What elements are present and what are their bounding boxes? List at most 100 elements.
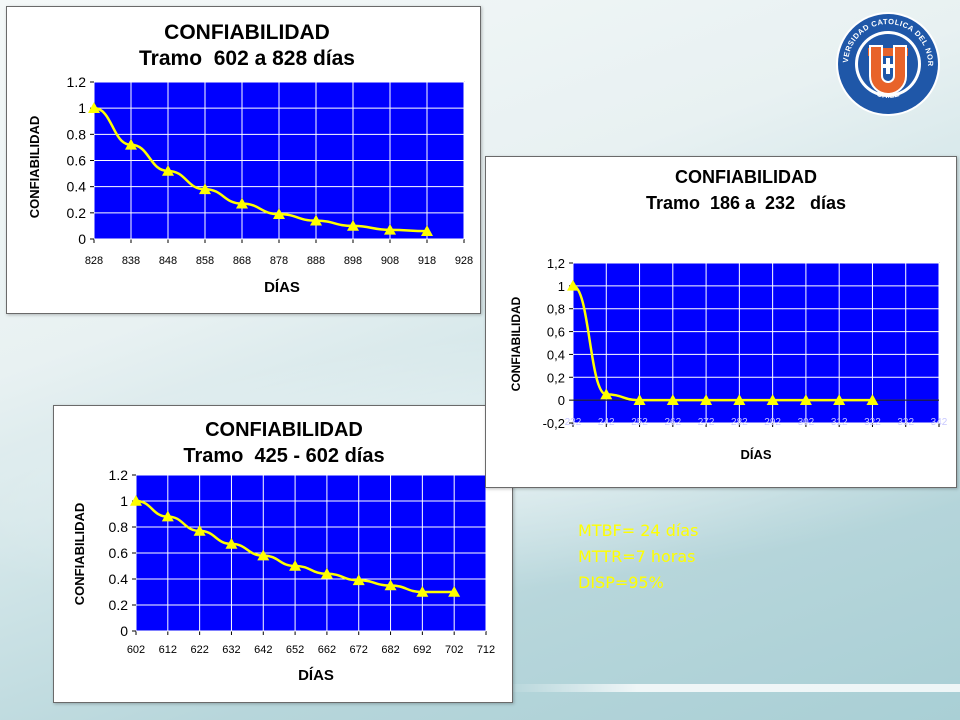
data-point [866,394,879,405]
mttr-text: MTTR=7 horas [578,547,696,566]
y-axis-label: CONFIABILIDAD [72,503,87,606]
y-tick-label: 0.4 [67,179,87,195]
chart-3: CONFIABILIDAD Tramo 425 - 602 días 602 612 6… [72,419,495,684]
data-point [162,164,174,176]
chart-panel-1: CONFIABILIDAD Tramo 602 a 828 días 828 838 8… [6,6,481,314]
chart-1: CONFIABILIDAD Tramo 602 a 828 días 828 838 8… [27,21,473,296]
x-tick-label: 702 [445,644,463,656]
x-tick-label: 918 [418,255,436,267]
data-point [384,579,397,591]
chart-subtitle: Tramo 425 - 602 días [183,445,384,467]
data-point [733,394,746,405]
x-tick-label: 682 [381,644,399,656]
availability-text: DISP=95% [578,573,664,592]
data-point [257,549,270,561]
chart-title: CONFIABILIDAD [205,419,363,441]
chart-panel-2: CONFIABILIDAD Tramo 186 a 232 días 232 242 2… [485,156,957,488]
chart-title: CONFIABILIDAD [164,21,330,44]
chart-subtitle: Tramo 602 a 828 días [139,47,355,70]
data-point [236,197,248,209]
data-point [666,394,679,405]
mtbf-text: MTBF= 24 días [578,521,699,540]
y-tick-label: 1 [120,493,128,509]
series-line [572,284,873,402]
data-point [416,586,429,597]
y-tick-label: 0.6 [67,153,87,169]
y-tick-label: 0,4 [547,347,565,362]
data-point [766,394,779,405]
x-tick-label: 342 [931,417,948,428]
x-tick-label: 692 [413,644,431,656]
x-tick-label: 858 [196,255,214,267]
x-axis-label: DÍAS [740,447,771,462]
data-point [193,524,206,536]
y-tick-label: 0.8 [109,519,129,535]
x-tick-label: 602 [127,644,145,656]
data-point [88,102,100,113]
x-tick-label: 828 [85,255,103,267]
x-tick-label: 652 [286,644,304,656]
x-tick-label: 868 [233,255,251,267]
y-tick-label: 0,2 [547,370,565,385]
data-point [448,586,461,597]
data-point [225,537,238,549]
x-tick-label: 908 [381,255,399,267]
y-tick-label: 1 [558,279,565,294]
chart-title: CONFIABILIDAD [675,167,817,187]
x-tick-label: 672 [350,644,368,656]
chart-subtitle: Tramo 186 a 232 días [646,193,846,213]
data-point [600,388,613,400]
x-tick-label: 632 [222,644,240,656]
y-tick-label: 1,2 [547,256,565,271]
logo-u-shape [869,45,907,95]
y-tick-label: -0,2 [543,416,565,431]
x-tick-label: 662 [318,644,336,656]
y-tick-label: 1 [78,100,86,116]
y-tick-label: 0 [78,231,86,247]
x-tick-label: 642 [254,644,272,656]
x-tick-label: 928 [455,255,473,267]
x-axis-label: DÍAS [264,279,300,296]
x-tick-label: 898 [344,255,362,267]
data-point [199,183,211,195]
x-axis-label: DÍAS [298,667,334,684]
data-point [833,394,846,405]
y-tick-label: 1.2 [67,74,87,90]
x-tick-label: 712 [477,644,495,656]
y-tick-label: 0 [558,393,565,408]
y-tick-label: 1.2 [109,467,129,483]
data-point [352,574,365,586]
x-tick-label: 838 [122,255,140,267]
data-point [320,567,333,579]
y-tick-label: 0,6 [547,325,565,340]
data-point [161,510,174,522]
y-axis-label: CONFIABILIDAD [27,116,42,219]
y-tick-label: 0 [120,623,128,639]
x-tick-label: 848 [159,255,177,267]
y-tick-label: 0.2 [67,205,87,221]
x-tick-label: 878 [270,255,288,267]
reliability-stats: MTBF= 24 días MTTR=7 horas DISP=95% [578,518,698,596]
chart-panel-3: CONFIABILIDAD Tramo 425 - 602 días 602 612 6… [53,405,513,703]
x-tick-label: 612 [159,644,177,656]
data-point [633,394,646,405]
data-point [130,495,142,506]
data-point [273,208,285,219]
data-point [347,219,359,231]
x-tick-label: 622 [190,644,208,656]
y-tick-label: 0.2 [109,597,129,613]
data-point [125,138,137,150]
university-logo: UNIVERSIDAD CATOLICA DEL NORTE CHILE [831,3,942,118]
data-point [310,214,322,226]
data-point [289,560,302,571]
y-tick-label: 0.8 [67,126,87,142]
background-band [500,684,960,692]
data-point [421,225,433,236]
data-point [567,279,579,291]
y-tick-label: 0,8 [547,302,565,317]
y-tick-label: 0.6 [109,545,129,561]
y-tick-label: 0.4 [109,571,129,587]
series-line [93,106,428,233]
y-axis-label: CONFIABILIDAD [509,296,523,391]
